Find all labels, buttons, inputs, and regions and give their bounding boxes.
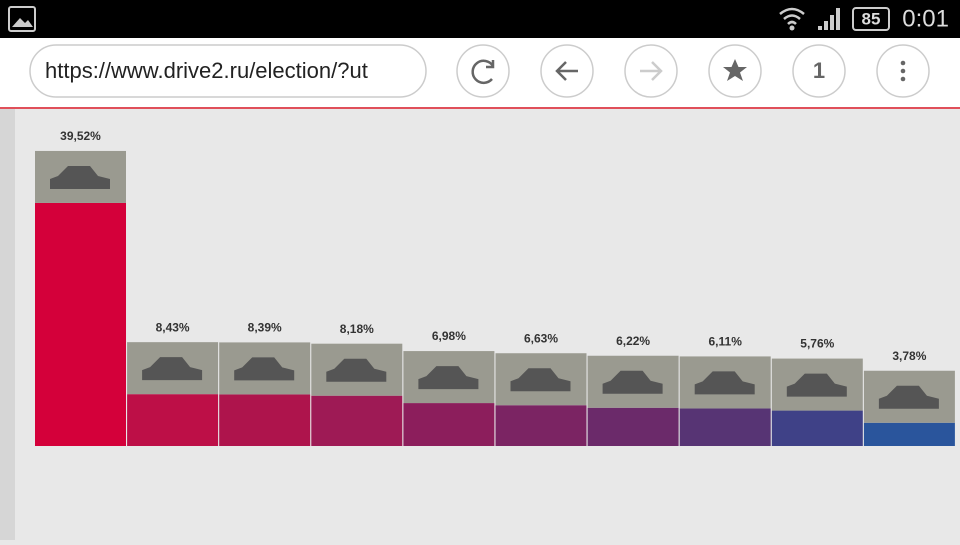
bar [35,202,126,446]
gallery-icon [8,6,36,32]
toolbar-line [0,107,960,109]
signal-icon [818,8,840,30]
url-bar[interactable] [29,44,427,98]
car-silhouette [510,368,571,392]
clock: 0:01 [902,5,949,32]
menu-icon [900,60,906,82]
forward-button[interactable] [624,44,678,98]
gallery-icon-shape [12,18,33,27]
car-silhouette [234,357,295,381]
value-label: 39,52% [60,129,101,143]
chart: 39,52% 8,43% 8,39% 8,18% 6,98% 6,63% 6,22% 6,11… [35,129,955,446]
bar [863,422,955,446]
wifi-icon [779,7,805,25]
bar [495,405,587,446]
reload-button[interactable] [456,44,510,98]
tab-count: 1 [813,58,825,83]
value-label: 6,11% [709,335,743,349]
status-bar [0,0,960,38]
url-text: https://www.drive2.ru/election/?ut [45,58,368,83]
value-label: 5,76% [800,337,834,351]
car-silhouette [786,373,847,397]
reload-icon [471,59,495,85]
back-button[interactable] [540,44,594,98]
battery-level: 85 [862,9,881,28]
value-label: 8,43% [156,320,190,334]
value-label: 6,22% [616,334,650,348]
car-silhouette [50,165,110,189]
bar [403,403,495,446]
forward-icon [640,61,663,81]
bookmark-button[interactable] [708,44,762,98]
value-label: 6,98% [432,329,466,343]
battery-frame [852,7,890,31]
car-silhouette [418,366,479,390]
back-icon [555,61,578,81]
value-label: 3,78% [892,349,926,363]
bar [311,395,403,446]
car-silhouette [878,385,939,409]
value-label: 6,63% [524,331,558,345]
left-strip [0,108,15,540]
bar [771,410,863,446]
value-label: 8,39% [248,321,282,335]
wifi-dot [789,25,795,31]
bar [127,394,219,446]
value-label: 8,18% [340,322,374,336]
car-silhouette [326,358,387,382]
bookmark-icon [723,59,747,81]
bar [219,394,311,446]
menu-button[interactable] [876,44,930,98]
tabs-button[interactable] [792,44,846,98]
bar [679,408,771,446]
car-silhouette [602,370,663,394]
bar [587,407,679,446]
car-silhouette [142,357,203,381]
car-silhouette [694,371,755,395]
